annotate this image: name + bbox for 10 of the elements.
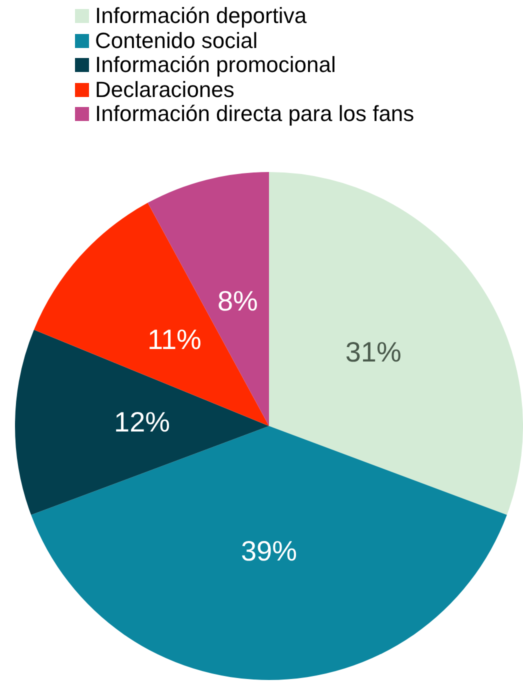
legend-label: Información directa para los fans (95, 101, 414, 128)
data-label: 8% (217, 286, 258, 317)
data-label: 31% (345, 336, 402, 368)
legend-label: Información deportiva (95, 3, 307, 30)
legend-label: Contenido social (95, 28, 258, 54)
data-label: 11% (147, 324, 202, 355)
data-label: 12% (114, 406, 170, 438)
legend-label: Declaraciones (95, 76, 234, 103)
data-label: 39% (240, 536, 298, 567)
legend-label: Información promocional (95, 52, 336, 78)
